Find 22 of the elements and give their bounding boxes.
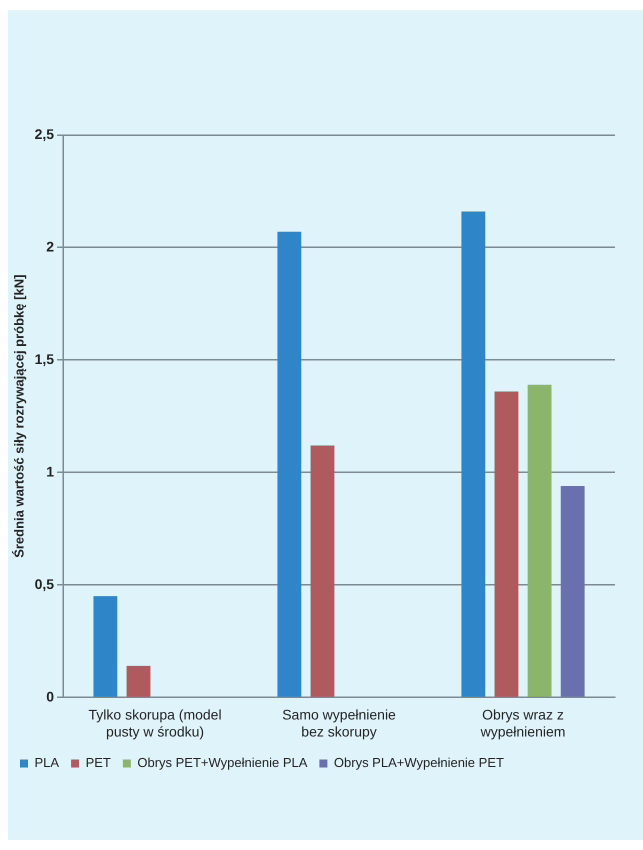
x-tick-label: Obrys wraz z wypełnieniem <box>480 706 566 740</box>
y-tick-label: 0 <box>46 688 54 704</box>
y-axis-title: Średnia wartość siły rozrywającej próbkę [kN] <box>11 274 26 558</box>
bar <box>461 211 486 697</box>
bar <box>310 445 334 697</box>
y-tick-label: 0,5 <box>34 576 54 592</box>
bar <box>277 232 302 697</box>
bar <box>494 391 518 697</box>
y-tick-label: 1,5 <box>34 350 54 367</box>
x-tick-label: Tylko skorupa (model pusty w środku) <box>88 706 222 740</box>
legend-label: Obrys PET+Wypełnienie PLA <box>137 755 308 770</box>
bar <box>560 486 585 697</box>
x-tick-label: Samo wypełnienie bez skorupy <box>282 706 396 740</box>
bar <box>528 384 552 697</box>
y-tick-label: 2 <box>46 238 54 254</box>
y-tick-label: 2,5 <box>34 126 54 142</box>
legend-label: PET <box>86 755 111 770</box>
legend-label: PLA <box>34 755 60 770</box>
bar <box>126 666 150 697</box>
legend-label: Obrys PLA+Wypełnienie PET <box>334 755 504 770</box>
bar <box>93 596 118 697</box>
y-tick-label: 1 <box>46 463 54 480</box>
